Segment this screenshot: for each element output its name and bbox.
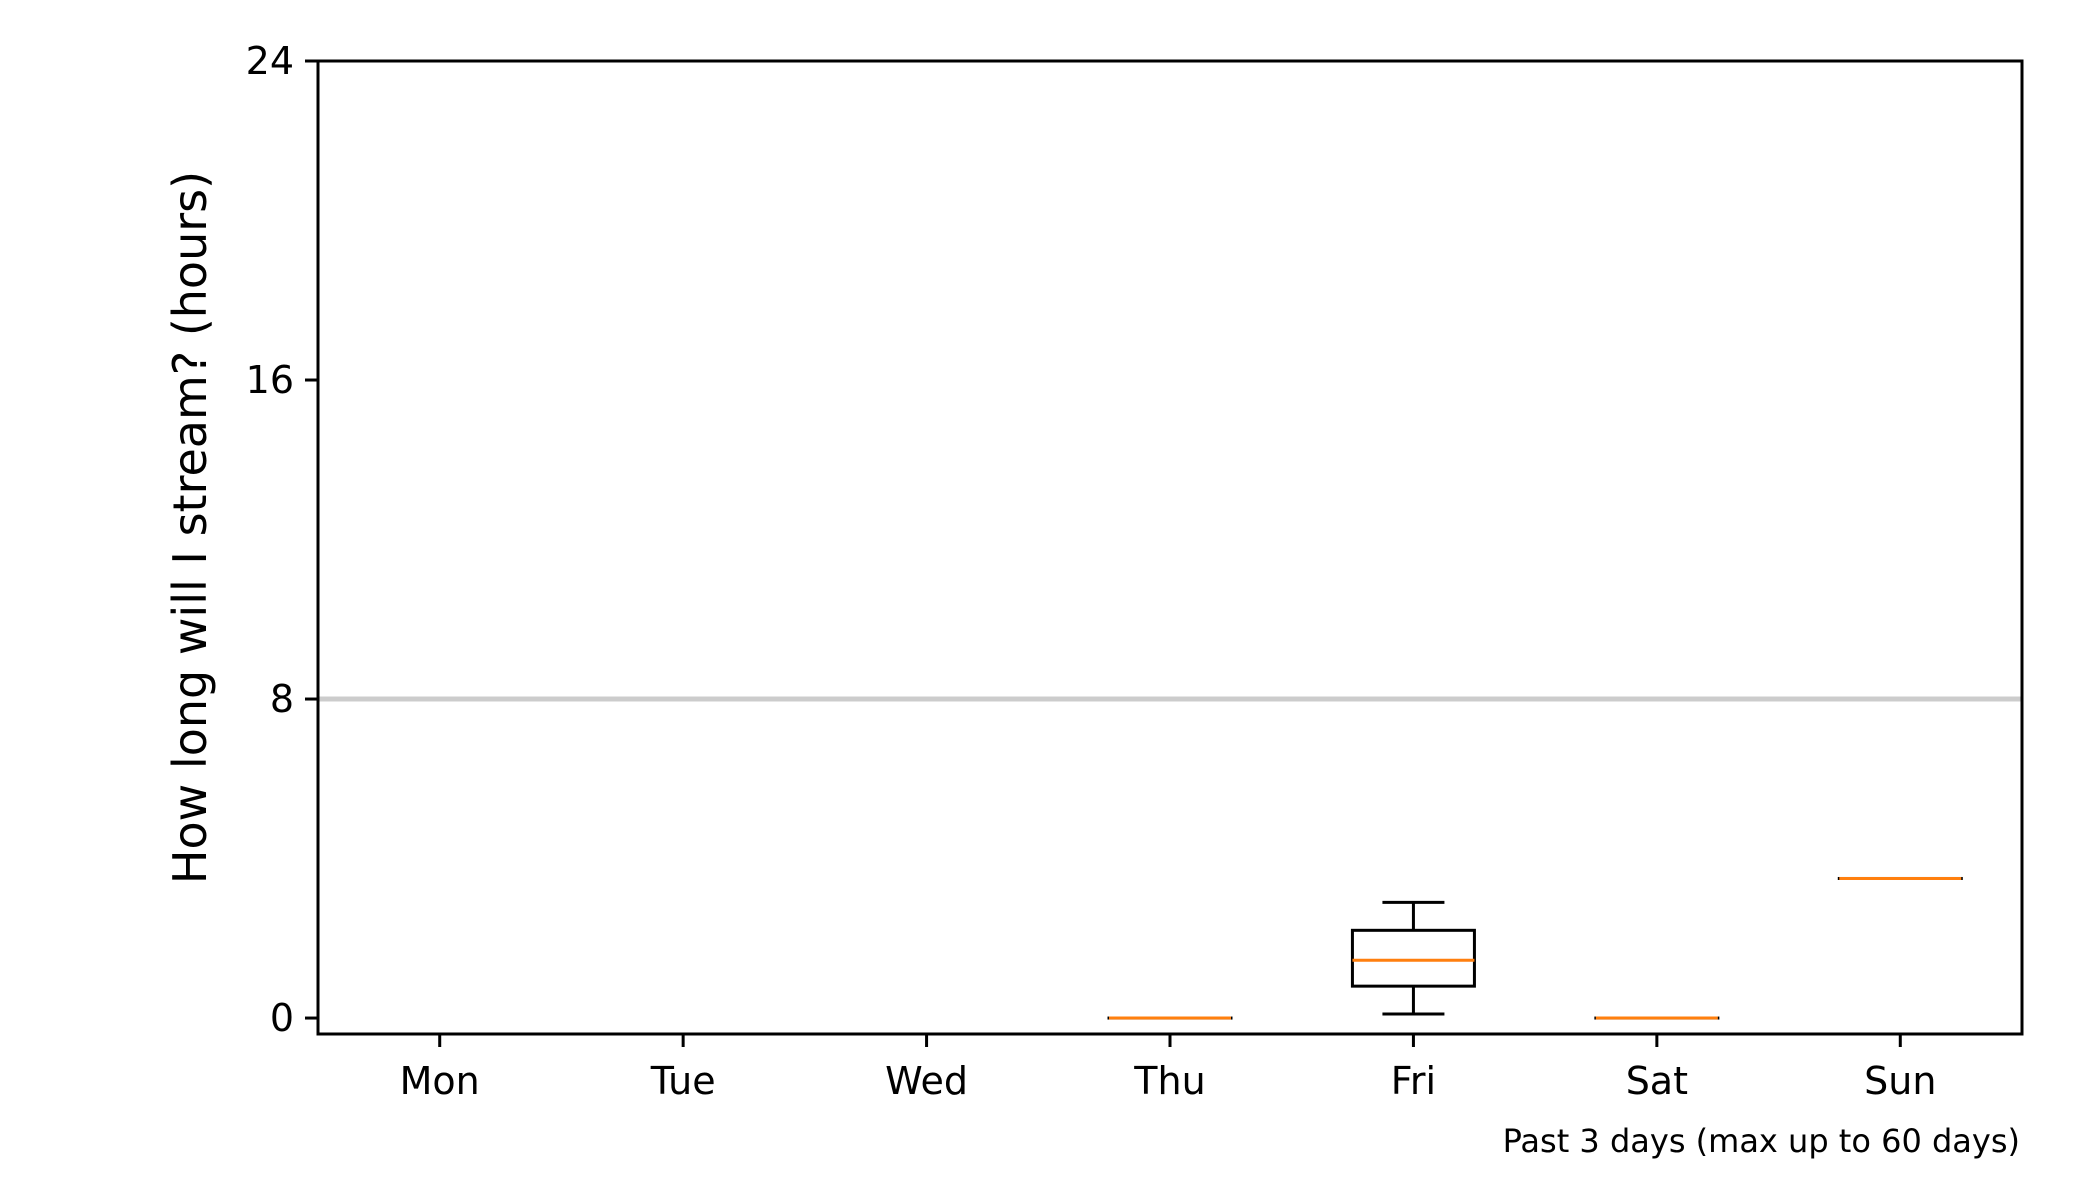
- box-group-fri: [1350, 900, 1476, 1016]
- x-tick-label-sun: Sun: [1864, 1059, 1936, 1103]
- x-tick-label-thu: Thu: [1133, 1059, 1205, 1103]
- x-axis-ticks: Mon Tue Wed Thu Fri Sat Sun: [400, 1034, 1936, 1103]
- y-tick-label: 8: [270, 677, 294, 721]
- y-tick-label: 24: [246, 39, 294, 83]
- x-tick-label-wed: Wed: [885, 1059, 968, 1103]
- y-axis-label: How long will I stream? (hours): [163, 171, 217, 884]
- plot-frame: [316, 59, 2024, 1036]
- x-tick-label-mon: Mon: [400, 1059, 480, 1103]
- footnote-text: Past 3 days (max up to 60 days): [1503, 1122, 2020, 1160]
- box-iqr: [1350, 928, 1476, 988]
- boxes-layer: [1107, 876, 1963, 1020]
- y-tick-label: 16: [246, 358, 294, 402]
- y-tick-label: 0: [270, 996, 294, 1040]
- x-tick-label-tue: Tue: [650, 1059, 716, 1103]
- x-tick-label-fri: Fri: [1391, 1059, 1436, 1103]
- y-axis-ticks: 0 8 16 24: [246, 39, 318, 1040]
- x-tick-label-sat: Sat: [1626, 1059, 1688, 1103]
